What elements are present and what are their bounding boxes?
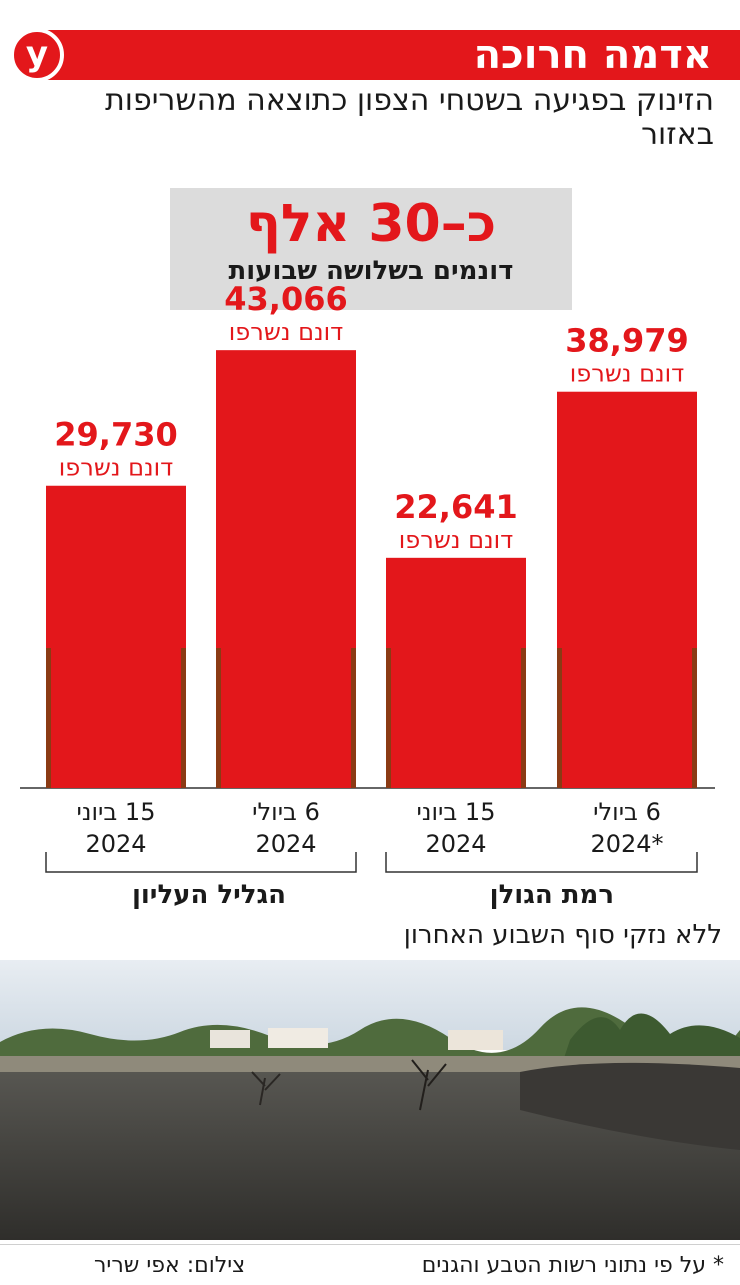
highlight-box: כ–30 אלף דונמים בשלושה שבועות	[170, 188, 572, 310]
date-label-1-0: 15 ביוני	[417, 798, 496, 826]
bar-edge-left-0-0	[46, 648, 51, 788]
title-bar: אדמה חרוכה	[40, 30, 740, 80]
bar-edge-right-1-0	[521, 648, 526, 788]
unit-label-1-0: דונם נשרפו	[399, 526, 514, 554]
value-label-1-1: 38,979	[565, 322, 688, 360]
bar-edge-right-1-1	[692, 648, 697, 788]
source-note: * על פי נתוני רשות הטבע והגנים	[421, 1253, 724, 1278]
bar-edge-left-0-1	[216, 648, 221, 788]
highlight-label: דונמים בשלושה שבועות	[228, 256, 514, 286]
year-label-0-1: 2024	[255, 830, 316, 858]
date-label-0-1: 6 ביולי	[252, 798, 320, 826]
bar-0-1	[216, 350, 356, 788]
unit-label-0-1: דונם נשרפו	[229, 318, 344, 346]
bar-edge-right-0-1	[351, 648, 356, 788]
year-label-1-1: 2024*	[590, 830, 663, 858]
year-label-0-0: 2024	[85, 830, 146, 858]
credit-bar: * על פי נתוני רשות הטבע והגנים צילום: אפ…	[0, 1244, 740, 1285]
highlight-value: כ–30 אלף	[245, 194, 497, 254]
bar-1-1	[557, 391, 697, 788]
group-label-golan-heights: רמת הגולן	[489, 880, 614, 910]
bar-0-0	[46, 485, 186, 788]
page-title: אדמה חרוכה	[473, 32, 712, 78]
unit-label-1-1: דונם נשרפו	[570, 360, 685, 388]
bar-1-0	[386, 557, 526, 788]
date-label-0-0: 15 ביוני	[77, 798, 156, 826]
photo-credit: צילום: אפי שריר	[94, 1253, 246, 1278]
bar-edge-right-0-0	[181, 648, 186, 788]
value-label-0-1: 43,066	[224, 280, 347, 318]
group-bracket-1	[385, 852, 698, 873]
note: ללא נזקי סוף השבוע האחרון	[403, 920, 722, 950]
value-label-0-0: 29,730	[54, 416, 177, 454]
burnt-field-photo	[0, 960, 740, 1240]
value-label-1-0: 22,641	[394, 488, 517, 526]
bar-edge-left-1-1	[557, 648, 562, 788]
bar-edge-left-1-0	[386, 648, 391, 788]
date-label-1-1: 6 ביולי	[593, 798, 661, 826]
ynet-logo: y	[10, 28, 64, 82]
year-label-1-0: 2024	[425, 830, 486, 858]
unit-label-0-0: דונם נשרפו	[59, 454, 174, 482]
group-bracket-0	[45, 852, 357, 873]
group-label-upper-galilee: הגליל העליון	[131, 880, 286, 910]
subtitle: הזינוק בפגיעה בשטחי הצפון כתוצאה מהשריפו…	[105, 83, 714, 152]
